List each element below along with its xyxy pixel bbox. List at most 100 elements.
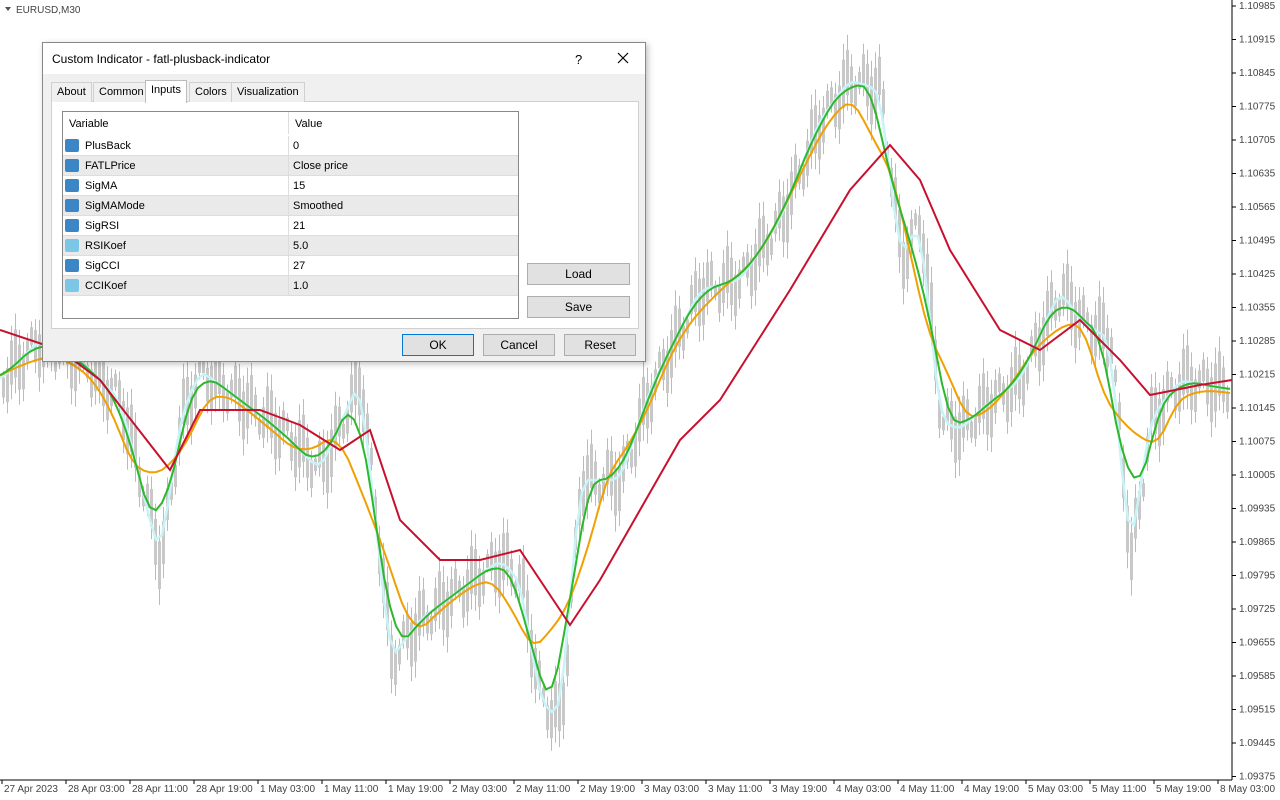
candle (14, 329, 17, 378)
tab[interactable]: Visualization (231, 82, 305, 102)
symbol-menu-icon[interactable] (5, 7, 11, 11)
candle (326, 446, 329, 494)
candle (274, 412, 277, 460)
candle (714, 284, 717, 297)
candle (846, 49, 849, 96)
candle (834, 93, 837, 128)
reset-button[interactable]: Reset (564, 334, 636, 356)
candle (22, 353, 25, 390)
price-label: 1.10215 (1239, 370, 1276, 381)
candle (778, 191, 781, 229)
candle (222, 374, 225, 411)
variable-value: Close price (293, 160, 349, 172)
candle (1026, 363, 1029, 384)
time-label: 3 May 03:00 (644, 784, 699, 795)
candle (1222, 367, 1225, 402)
price-label: 1.10285 (1239, 336, 1276, 347)
candle (754, 244, 757, 291)
save-button[interactable]: Save (527, 296, 630, 318)
variable-name: RSIKoef (85, 240, 126, 252)
candle (1170, 377, 1173, 393)
candle (206, 367, 209, 402)
close-button[interactable] (617, 52, 629, 64)
candle (434, 588, 437, 621)
time-label: 2 May 11:00 (516, 784, 571, 795)
candle (674, 305, 677, 353)
candle (554, 681, 557, 728)
ok-button[interactable]: OK (402, 334, 474, 356)
candle (622, 446, 625, 482)
candle (698, 278, 701, 327)
tab-panel: Variable Value PlusBack 0 FATLPrice Close pri… (51, 101, 639, 329)
candle (226, 391, 229, 414)
line-green (0, 84, 1231, 691)
variable-name: SigRSI (85, 220, 120, 232)
candle (278, 419, 281, 459)
candle (302, 414, 305, 462)
candle (594, 461, 597, 495)
dialog-title: Custom Indicator - fatl-plusback-indicat… (52, 52, 271, 66)
dialog: Custom Indicator - fatl-plusback-indicat… (42, 42, 646, 362)
candle (114, 373, 117, 387)
candle (1006, 386, 1009, 423)
tab[interactable]: About (51, 82, 92, 102)
candle (1210, 377, 1213, 423)
candle (1202, 359, 1205, 382)
candle (442, 582, 445, 630)
candle (706, 262, 709, 303)
candle (1118, 402, 1121, 430)
candle (1178, 374, 1181, 412)
candle (1034, 322, 1037, 357)
help-button[interactable]: ? (575, 52, 583, 67)
variable-name: SigMAMode (85, 200, 145, 212)
candle (566, 644, 569, 677)
candle (414, 613, 417, 662)
candle (1198, 370, 1201, 389)
candle (822, 107, 825, 143)
candle (398, 645, 401, 665)
candle (970, 421, 973, 438)
candle (650, 385, 653, 423)
candle (526, 590, 529, 638)
cell-divider (288, 136, 289, 156)
row (63, 276, 518, 296)
load-button[interactable]: Load (527, 263, 630, 285)
candle (954, 416, 957, 463)
candle (214, 348, 217, 397)
cell-divider (288, 276, 289, 296)
candle (362, 389, 365, 433)
candle (1022, 370, 1025, 406)
candle (842, 59, 845, 108)
candle (502, 533, 505, 581)
cancel-button[interactable]: Cancel (483, 334, 555, 356)
price-label: 1.10985 (1239, 1, 1276, 12)
candle (710, 260, 713, 289)
tab[interactable]: Inputs (145, 80, 187, 103)
candle (634, 433, 637, 467)
candle (422, 589, 425, 625)
candle (2, 377, 5, 398)
candle (494, 551, 497, 593)
tab[interactable]: Colors (189, 82, 233, 102)
cell-divider (288, 196, 289, 216)
type-icon (65, 139, 79, 152)
tab[interactable]: Common (93, 82, 150, 102)
row (63, 176, 518, 196)
candle (418, 591, 421, 636)
price-label: 1.10845 (1239, 68, 1276, 79)
time-label: 4 May 03:00 (836, 784, 891, 795)
candle (794, 154, 797, 188)
candle (854, 83, 857, 107)
candle (738, 269, 741, 299)
time-label: 28 Apr 03:00 (68, 784, 125, 795)
candle (330, 429, 333, 477)
candle (1114, 369, 1117, 383)
candle (1194, 379, 1197, 412)
candle (230, 379, 233, 398)
candle (926, 253, 929, 301)
cell-divider (288, 176, 289, 196)
line-red (0, 143, 1233, 627)
candle (122, 401, 125, 441)
candle (1066, 263, 1069, 307)
candle (454, 568, 457, 593)
